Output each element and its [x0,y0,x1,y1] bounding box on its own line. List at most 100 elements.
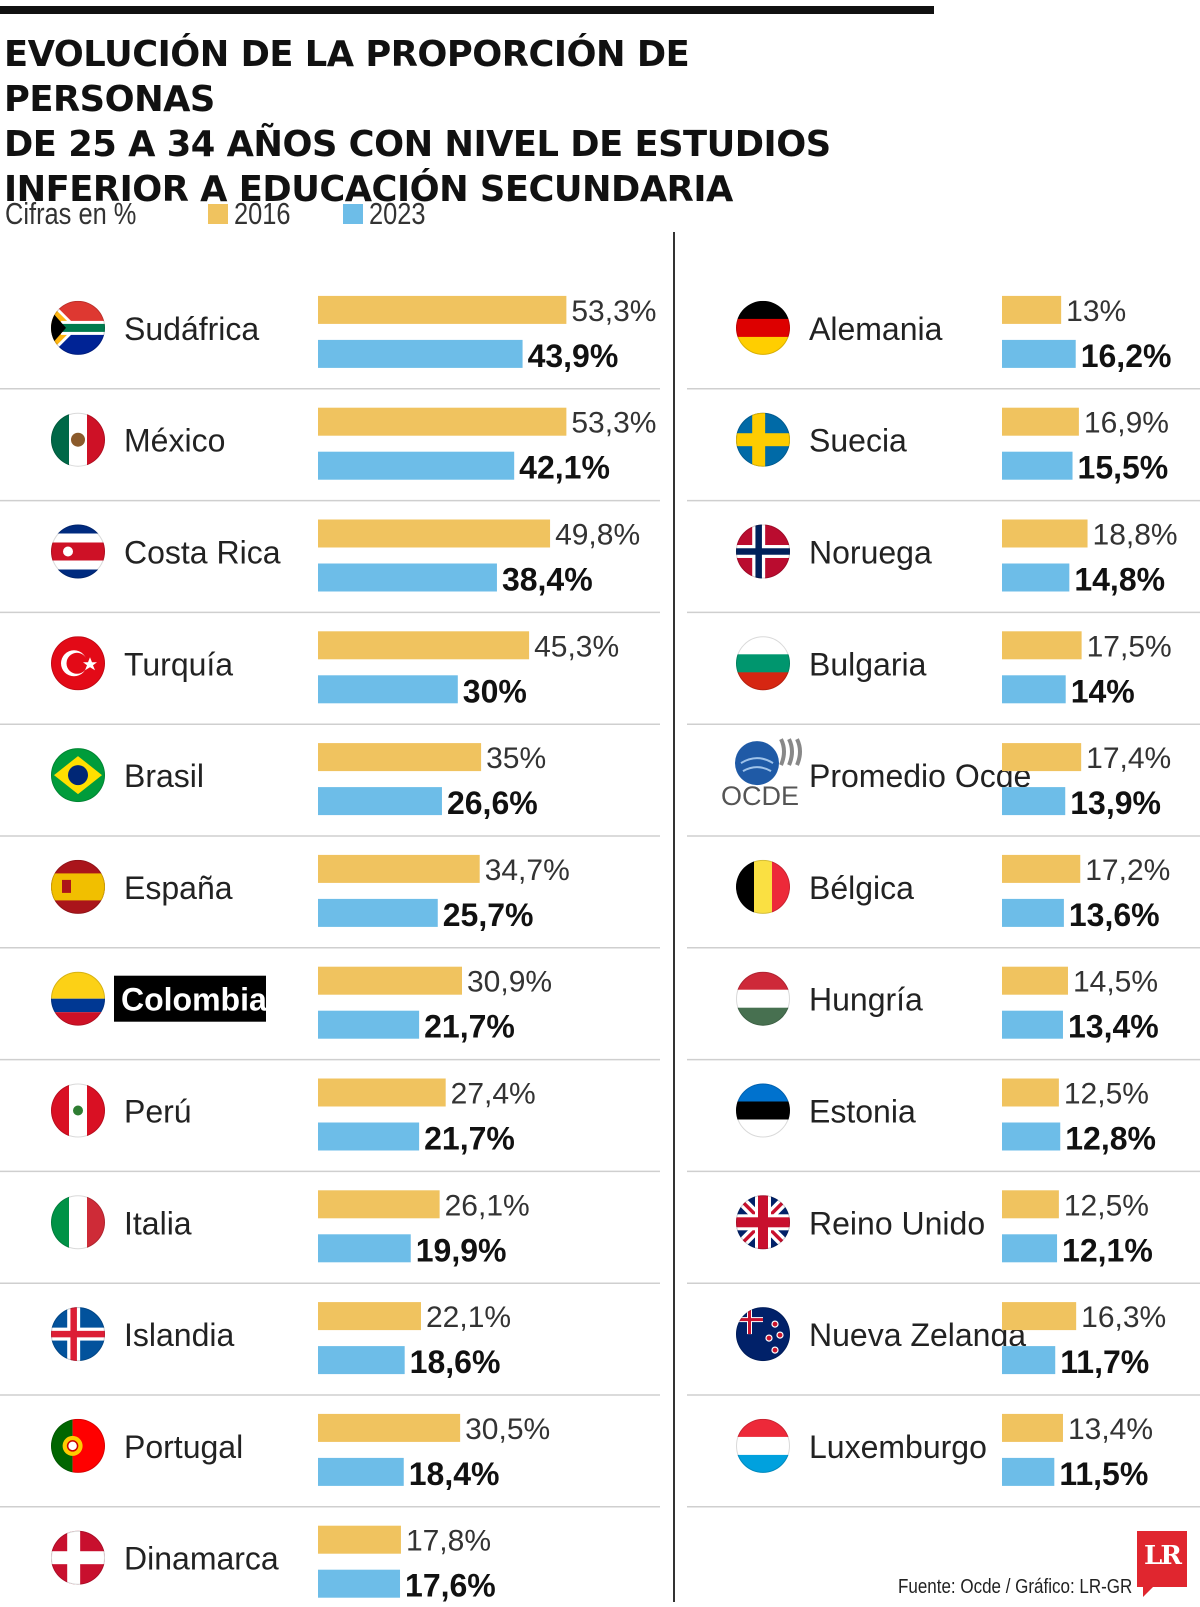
value-label-2016: 17,4% [1086,742,1171,775]
bar-2016 [1002,966,1068,995]
bar-2023 [318,1234,411,1263]
country-name: Reino Unido [809,1205,985,1241]
value-label-2023: 14% [1071,673,1135,709]
legend-label-2023: 2023 [369,196,426,231]
value-label-2023: 19,9% [416,1232,507,1268]
country-name: Perú [124,1094,192,1130]
country-name: Turquía [124,646,233,682]
value-label-2016: 17,2% [1085,854,1170,887]
value-label-2016: 14,5% [1073,966,1158,999]
bar-2016 [318,743,482,772]
value-label-2023: 13,9% [1070,785,1161,821]
bar-2023 [1002,1457,1055,1486]
value-label-2016: 13,4% [1068,1413,1153,1446]
value-label-2016: 30,5% [465,1413,550,1446]
value-label-2023: 11,7% [1060,1344,1149,1380]
bar-2016 [318,854,480,883]
highlight-box [114,975,266,1022]
bar-2023 [318,339,523,368]
value-label-2016: 22,1% [426,1301,511,1334]
bar-2016 [1002,295,1062,324]
flag-icon [736,524,790,579]
bar-2016 [318,1190,440,1219]
value-label-2023: 25,7% [443,897,534,933]
chart-subtitle: Cifras en % [5,196,137,231]
country-row: Italia 26,1% 19,9% [0,1189,660,1284]
country-name: Alemania [809,311,943,347]
value-label-2023: 42,1% [519,450,610,486]
bar-2016 [1002,407,1079,436]
bar-2016 [318,1302,421,1331]
country-name: Brasil [124,758,204,794]
value-label-2023: 13,4% [1068,1009,1159,1045]
value-label-2016: 49,8% [555,519,640,552]
country-row: Reino Unido 12,5% 12,1% [687,1189,1200,1284]
bar-2023 [318,675,458,704]
country-row: Estonia 12,5% 12,8% [687,1078,1200,1173]
country-row: Colombia 30,9% 21,7% [0,966,660,1061]
country-row: México 53,3% 42,1% [0,407,660,502]
bar-2016 [1002,631,1082,660]
flag-icon [51,636,105,691]
country-row: Perú 27,4% 21,7% [0,1078,660,1173]
country-name: Costa Rica [124,535,281,571]
legend-item-2023: 2023 [343,196,438,232]
country-row: Costa Rica 49,8% 38,4% [0,519,660,614]
bar-2023 [318,898,438,927]
value-label-2016: 12,5% [1064,1189,1149,1222]
bar-2023 [318,1010,420,1039]
value-label-2023: 38,4% [502,562,593,598]
country-name: Islandia [124,1317,235,1353]
country-name: México [124,423,225,459]
country-name: Bélgica [809,870,914,906]
top-rule [0,6,934,14]
value-label-2016: 34,7% [485,854,570,887]
svg-text:OCDE: OCDE [721,781,799,811]
bar-2016 [318,407,567,436]
bar-2023 [1002,675,1066,704]
country-row: Dinamarca 17,8% 17,6% [51,1525,496,1604]
value-label-2023: 43,9% [528,338,619,374]
bar-2016 [1002,1190,1059,1219]
country-row: OCDE Promedio Ocde 17,4% 13,9% [687,738,1200,837]
value-label-2023: 13,6% [1069,897,1160,933]
bar-2023 [1002,339,1076,368]
bar-2023 [1002,451,1073,480]
flag-icon [736,1418,790,1473]
country-name: Bulgaria [809,646,927,682]
bar-2016 [318,519,551,548]
flag-icon [51,412,105,467]
legend-label-2016: 2016 [234,196,291,231]
country-row: Noruega 18,8% 14,8% [687,519,1200,614]
flag-icon [736,636,790,691]
flag-icon [736,412,790,467]
country-row: Bulgaria 17,5% 14% [687,630,1200,725]
country-row: Luxemburgo 13,4% 11,5% [687,1413,1200,1508]
value-label-2023: 21,7% [424,1121,515,1157]
country-name: España [124,870,233,906]
bar-2023 [1002,1346,1056,1375]
value-label-2023: 15,5% [1078,450,1169,486]
value-label-2016: 26,1% [445,1189,530,1222]
bar-2023 [318,1569,401,1598]
bar-2016 [318,1078,446,1107]
country-row: Alemania 13% 16,2% [687,295,1200,390]
chart-title: EVOLUCIÓN DE LA PROPORCIÓN DE PERSONAS D… [4,32,906,212]
flag-icon [51,524,105,579]
flag-icon [51,971,105,1026]
bar-2023 [318,451,515,480]
value-label-2016: 16,3% [1081,1301,1166,1334]
value-label-2023: 17,6% [405,1568,496,1604]
value-label-2016: 18,8% [1093,519,1178,552]
flag-icon [736,971,790,1026]
flag-icon [736,1083,790,1138]
value-label-2023: 26,6% [447,785,538,821]
flag-icon [51,1083,105,1138]
bar-2016 [318,1413,461,1442]
value-label-2016: 12,5% [1064,1078,1149,1111]
country-row: España 34,7% 25,7% [0,854,660,949]
flag-icon: OCDE [721,738,802,811]
flag-icon [51,859,105,914]
country-name: Sudáfrica [124,311,259,347]
country-name: Nueva Zelanda [809,1317,1026,1353]
